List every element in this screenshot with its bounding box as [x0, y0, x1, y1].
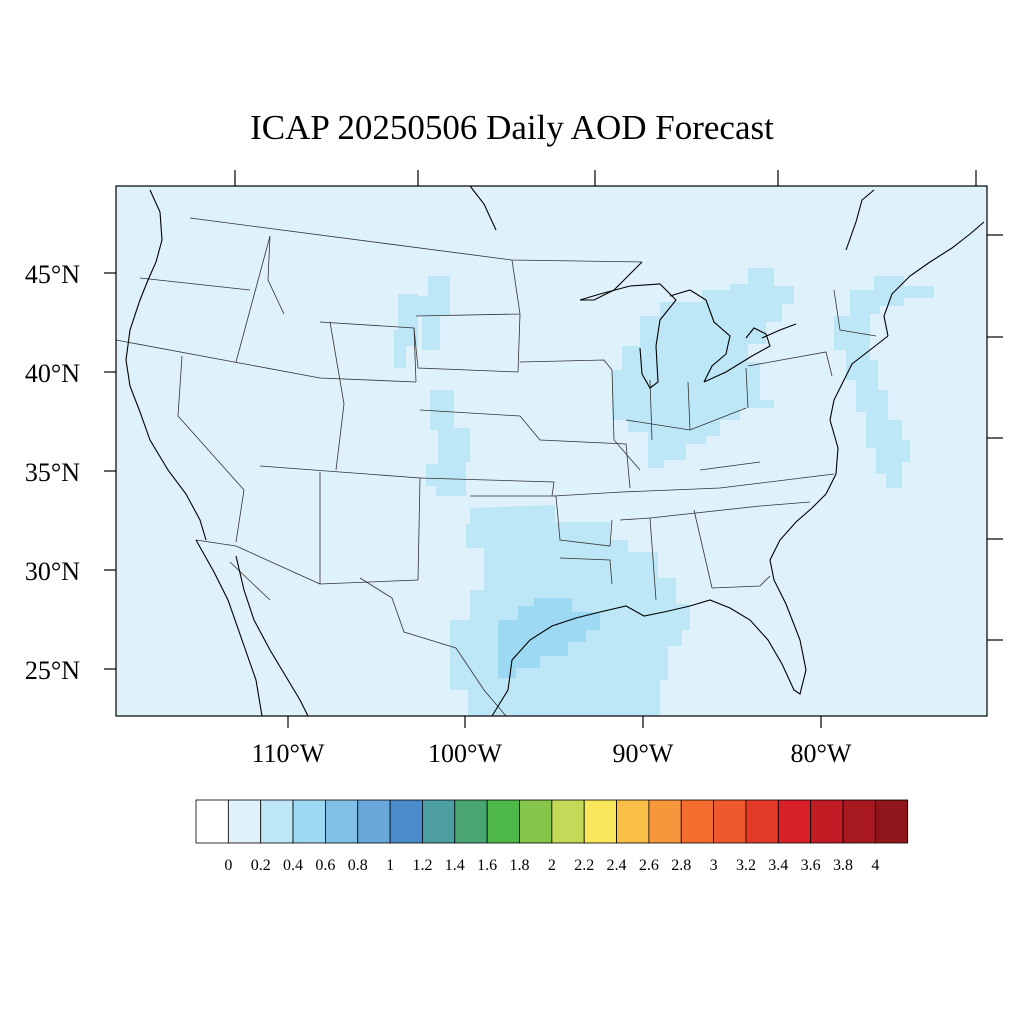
colorbar-swatch: [680, 799, 714, 844]
colorbar-swatch: [713, 799, 747, 844]
colorbar-labels: 0 0.2 0.4 0.6 0.8 1 1.2 1.4 1.6 1.8 2 2.2 2.4 2.6 2.8 3…: [224, 857, 879, 874]
colorbar-tick-label: 1.4: [445, 857, 465, 874]
colorbar-swatch: [486, 799, 520, 844]
colorbar-tick-label: 0.6: [315, 857, 335, 874]
colorbar-swatch: [454, 799, 488, 844]
colorbar-tick-label: 1: [386, 857, 394, 874]
colorbar-swatch: [648, 799, 682, 844]
lon-label: 80°W: [791, 739, 852, 768]
map-frame: [115, 185, 988, 717]
colorbar-tick-label: 1.2: [412, 857, 432, 874]
latitude-labels: 45°N 40°N 35°N 30°N 25°N: [25, 260, 80, 685]
longitude-labels: 110°W 100°W 90°W 80°W: [252, 739, 852, 768]
colorbar-swatch: [583, 799, 617, 844]
colorbar-swatch: [745, 799, 779, 844]
colorbar-swatch: [422, 799, 456, 844]
colorbar-tick-label: 3: [710, 857, 718, 874]
aod-region-central-plains: [394, 276, 470, 496]
colorbar-tick-label: 1.6: [477, 857, 497, 874]
lat-label: 45°N: [25, 260, 80, 289]
colorbar-swatch: [324, 799, 359, 844]
colorbar-tick-label: 2.8: [671, 857, 691, 874]
colorbar-tick-label: 4: [871, 857, 879, 874]
colorbar-tick-label: 3.8: [833, 857, 853, 874]
colorbar-swatch: [777, 799, 812, 844]
aod-region-northeast-atlantic: [834, 276, 934, 488]
colorbar-tick-label: 2.2: [574, 857, 594, 874]
colorbar-swatch: [357, 799, 391, 844]
colorbar-swatch: [842, 799, 876, 844]
colorbar-swatch: [519, 799, 553, 844]
colorbar-tick-label: 0.2: [251, 857, 271, 874]
lon-label: 100°W: [428, 739, 502, 768]
colorbar-tick-label: 0.8: [348, 857, 368, 874]
colorbar-swatch: [874, 799, 909, 844]
colorbar-tick-label: 2: [548, 857, 556, 874]
map-title: ICAP 20250506 Daily AOD Forecast: [250, 108, 774, 147]
colorbar-swatch: [292, 799, 326, 844]
lat-label: 40°N: [25, 359, 80, 388]
colorbar-tick-label: 0.4: [283, 857, 303, 874]
lon-label: 90°W: [613, 739, 674, 768]
colorbar: [195, 799, 909, 844]
colorbar-tick-label: 2.4: [607, 857, 627, 874]
map-ticks: [104, 170, 1003, 728]
lat-label: 30°N: [25, 557, 80, 586]
colorbar-swatch: [389, 799, 423, 844]
colorbar-tick-label: 2.6: [639, 857, 659, 874]
state-boundaries: [115, 217, 877, 717]
coastlines: [125, 185, 985, 717]
colorbar-tick-label: 3.4: [768, 857, 788, 874]
colorbar-swatch: [810, 799, 844, 844]
colorbar-tick-label: 1.8: [510, 857, 530, 874]
colorbar-swatch: [551, 799, 585, 844]
lat-label: 25°N: [25, 656, 80, 685]
colorbar-swatch: [616, 799, 650, 844]
colorbar-tick-label: 0: [224, 857, 232, 874]
colorbar-swatch: [195, 799, 229, 844]
colorbar-swatch: [227, 799, 262, 844]
lat-label: 35°N: [25, 458, 80, 487]
lon-label: 110°W: [252, 739, 325, 768]
colorbar-tick-label: 3.6: [801, 857, 821, 874]
colorbar-tick-label: 3.2: [736, 857, 756, 874]
colorbar-swatch: [260, 799, 294, 844]
aod-region-midwest-great-lakes: [612, 268, 794, 468]
